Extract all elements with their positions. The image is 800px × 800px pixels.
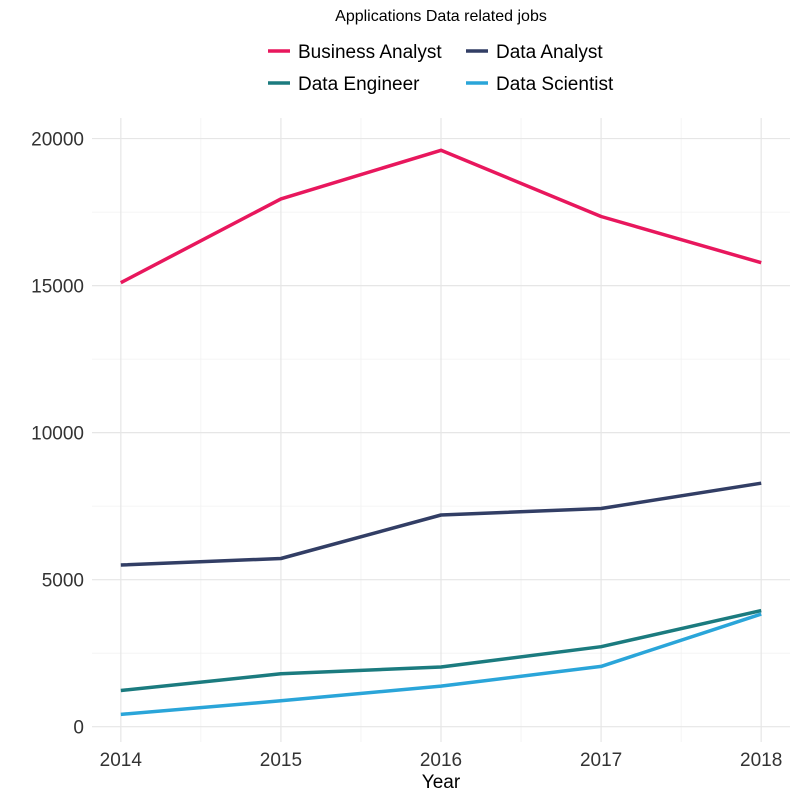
legend-label: Business Analyst <box>298 42 442 63</box>
y-axis-ticks: 0 5000 10000 15000 20000 <box>31 130 84 739</box>
x-tick-label: 2015 <box>260 750 302 771</box>
series-line-data-scientist <box>120 612 762 717</box>
x-tick-label: 2018 <box>740 750 782 771</box>
legend-title: Applications Data related jobs <box>335 8 547 25</box>
x-tick-label: 2014 <box>100 750 143 771</box>
x-tick-label: 2016 <box>420 750 462 771</box>
legend-item-data-scientist: Data Scientist <box>466 74 614 95</box>
y-tick-label: 20000 <box>31 130 84 151</box>
y-tick-label: 10000 <box>31 424 84 445</box>
x-tick-label: 2017 <box>580 750 622 771</box>
series-line-data-analyst <box>120 481 762 567</box>
grid <box>92 118 790 742</box>
legend-label: Data Scientist <box>496 74 614 95</box>
series-line-data-engineer <box>120 608 762 693</box>
legend-label: Data Analyst <box>496 42 603 63</box>
legend-item-business-analyst: Business Analyst <box>268 42 442 63</box>
legend-item-data-analyst: Data Analyst <box>466 42 603 63</box>
x-axis-ticks: 2014 2015 2016 2017 2018 <box>100 750 783 771</box>
y-tick-label: 0 <box>73 718 84 739</box>
series-lines <box>119 148 762 717</box>
legend-item-data-engineer: Data Engineer <box>268 74 420 95</box>
y-tick-label: 15000 <box>31 277 84 298</box>
legend: Applications Data related jobs Business … <box>268 8 614 95</box>
x-axis-title: Year <box>422 772 461 793</box>
y-tick-label: 5000 <box>42 571 84 592</box>
legend-label: Data Engineer <box>298 74 420 95</box>
series-line-business-analyst <box>119 148 762 285</box>
